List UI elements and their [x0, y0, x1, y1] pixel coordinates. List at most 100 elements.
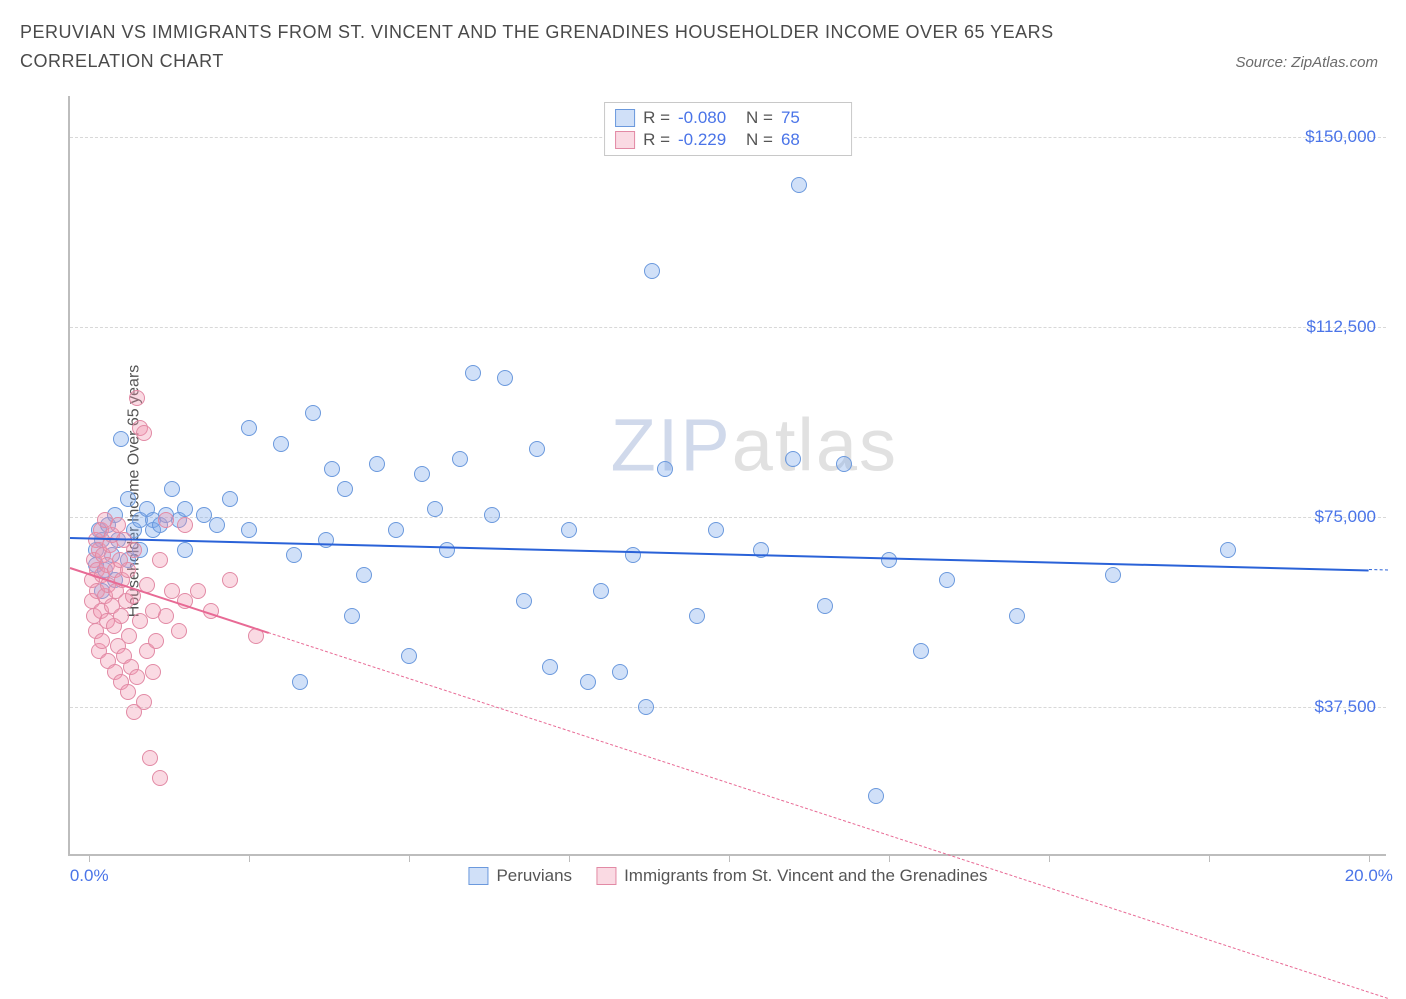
r-value-0: -0.080	[678, 108, 738, 128]
r-label: R =	[643, 130, 670, 150]
r-value-1: -0.229	[678, 130, 738, 150]
swatch-series-1	[615, 131, 635, 149]
data-point	[638, 699, 654, 715]
legend-item-1: Immigrants from St. Vincent and the Gren…	[596, 866, 987, 886]
data-point	[516, 593, 532, 609]
y-tick-label: $75,000	[1315, 507, 1376, 527]
trend-line	[268, 632, 1388, 999]
data-point	[439, 542, 455, 558]
swatch-bottom-1	[596, 867, 616, 885]
data-point	[129, 669, 145, 685]
data-point	[881, 552, 897, 568]
data-point	[689, 608, 705, 624]
chart-header: PERUVIAN VS IMMIGRANTS FROM ST. VINCENT …	[0, 0, 1406, 82]
source-attribution: Source: ZipAtlas.com	[1235, 54, 1378, 71]
data-point	[113, 431, 129, 447]
data-point	[110, 517, 126, 533]
watermark-atlas: atlas	[732, 403, 898, 486]
gridline	[70, 327, 1386, 328]
data-point	[369, 456, 385, 472]
data-point	[657, 461, 673, 477]
data-point	[273, 436, 289, 452]
data-point	[1009, 608, 1025, 624]
legend-row-series-0: R = -0.080 N = 75	[615, 107, 841, 129]
data-point	[177, 501, 193, 517]
gridline	[70, 517, 1386, 518]
data-point	[305, 405, 321, 421]
data-point	[644, 263, 660, 279]
data-point	[136, 694, 152, 710]
data-point	[177, 517, 193, 533]
legend-label-1: Immigrants from St. Vincent and the Gren…	[624, 866, 987, 886]
gridline	[70, 707, 1386, 708]
swatch-series-0	[615, 109, 635, 127]
data-point	[529, 441, 545, 457]
data-point	[484, 507, 500, 523]
data-point	[542, 659, 558, 675]
data-point	[785, 451, 801, 467]
data-point	[126, 542, 142, 558]
chart-title: PERUVIAN VS IMMIGRANTS FROM ST. VINCENT …	[20, 18, 1120, 76]
x-tick	[569, 854, 570, 862]
data-point	[142, 750, 158, 766]
x-tick	[729, 854, 730, 862]
legend-row-series-1: R = -0.229 N = 68	[615, 129, 841, 151]
x-tick	[1049, 854, 1050, 862]
data-point	[209, 517, 225, 533]
data-point	[913, 643, 929, 659]
data-point	[1105, 567, 1121, 583]
x-tick	[1369, 854, 1370, 862]
data-point	[580, 674, 596, 690]
correlation-legend: R = -0.080 N = 75 R = -0.229 N = 68	[604, 102, 852, 156]
data-point	[152, 770, 168, 786]
data-point	[171, 623, 187, 639]
data-point	[401, 648, 417, 664]
n-label: N =	[746, 108, 773, 128]
legend-label-0: Peruvians	[496, 866, 572, 886]
data-point	[121, 628, 137, 644]
data-point	[388, 522, 404, 538]
y-tick-label: $150,000	[1305, 127, 1376, 147]
data-point	[356, 567, 372, 583]
data-point	[94, 633, 110, 649]
data-point	[136, 425, 152, 441]
data-point	[427, 501, 443, 517]
data-point	[868, 788, 884, 804]
data-point	[324, 461, 340, 477]
data-point	[292, 674, 308, 690]
data-point	[164, 481, 180, 497]
data-point	[452, 451, 468, 467]
y-tick-label: $112,500	[1306, 317, 1376, 337]
n-value-1: 68	[781, 130, 841, 150]
legend-item-0: Peruvians	[468, 866, 572, 886]
data-point	[148, 633, 164, 649]
data-point	[344, 608, 360, 624]
chart-container: Householder Income Over 65 years ZIPatla…	[20, 96, 1386, 886]
data-point	[120, 562, 136, 578]
r-label: R =	[643, 108, 670, 128]
n-value-0: 75	[781, 108, 841, 128]
data-point	[286, 547, 302, 563]
data-point	[113, 608, 129, 624]
x-tick	[249, 854, 250, 862]
y-tick-label: $37,500	[1315, 697, 1376, 717]
trend-line	[1369, 569, 1388, 570]
series-legend: Peruvians Immigrants from St. Vincent an…	[468, 866, 987, 886]
data-point	[708, 522, 724, 538]
data-point	[158, 608, 174, 624]
data-point	[190, 583, 206, 599]
data-point	[836, 456, 852, 472]
x-tick-label: 0.0%	[70, 866, 109, 886]
data-point	[337, 481, 353, 497]
data-point	[561, 522, 577, 538]
trend-line	[70, 537, 1369, 571]
data-point	[241, 522, 257, 538]
data-point	[791, 177, 807, 193]
data-point	[1220, 542, 1236, 558]
data-point	[152, 552, 168, 568]
data-point	[465, 365, 481, 381]
data-point	[158, 512, 174, 528]
x-tick	[89, 854, 90, 862]
data-point	[145, 664, 161, 680]
watermark: ZIPatlas	[611, 402, 898, 487]
